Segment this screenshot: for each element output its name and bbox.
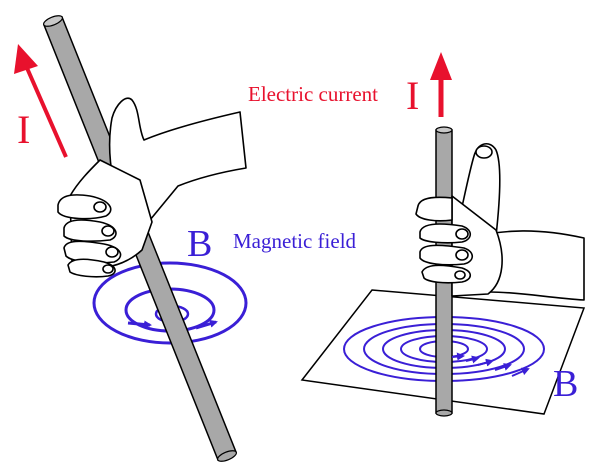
left-current-arrow (14, 44, 68, 158)
left-panel: I (14, 15, 357, 462)
right-hand (415, 143, 585, 301)
left-field-symbol: B (187, 223, 212, 265)
left-field-label: Magnetic field (233, 229, 357, 253)
right-current-symbol: I (406, 73, 419, 118)
left-hand (57, 97, 247, 278)
left-current-symbol: I (17, 107, 30, 152)
left-field-arrows (127, 319, 218, 330)
right-field-arrows (451, 352, 530, 377)
right-current-label: Electric current (248, 82, 378, 106)
right-field-symbol: B (553, 363, 578, 405)
right-panel: Electric current I (248, 52, 586, 417)
right-current-arrow (430, 52, 452, 117)
